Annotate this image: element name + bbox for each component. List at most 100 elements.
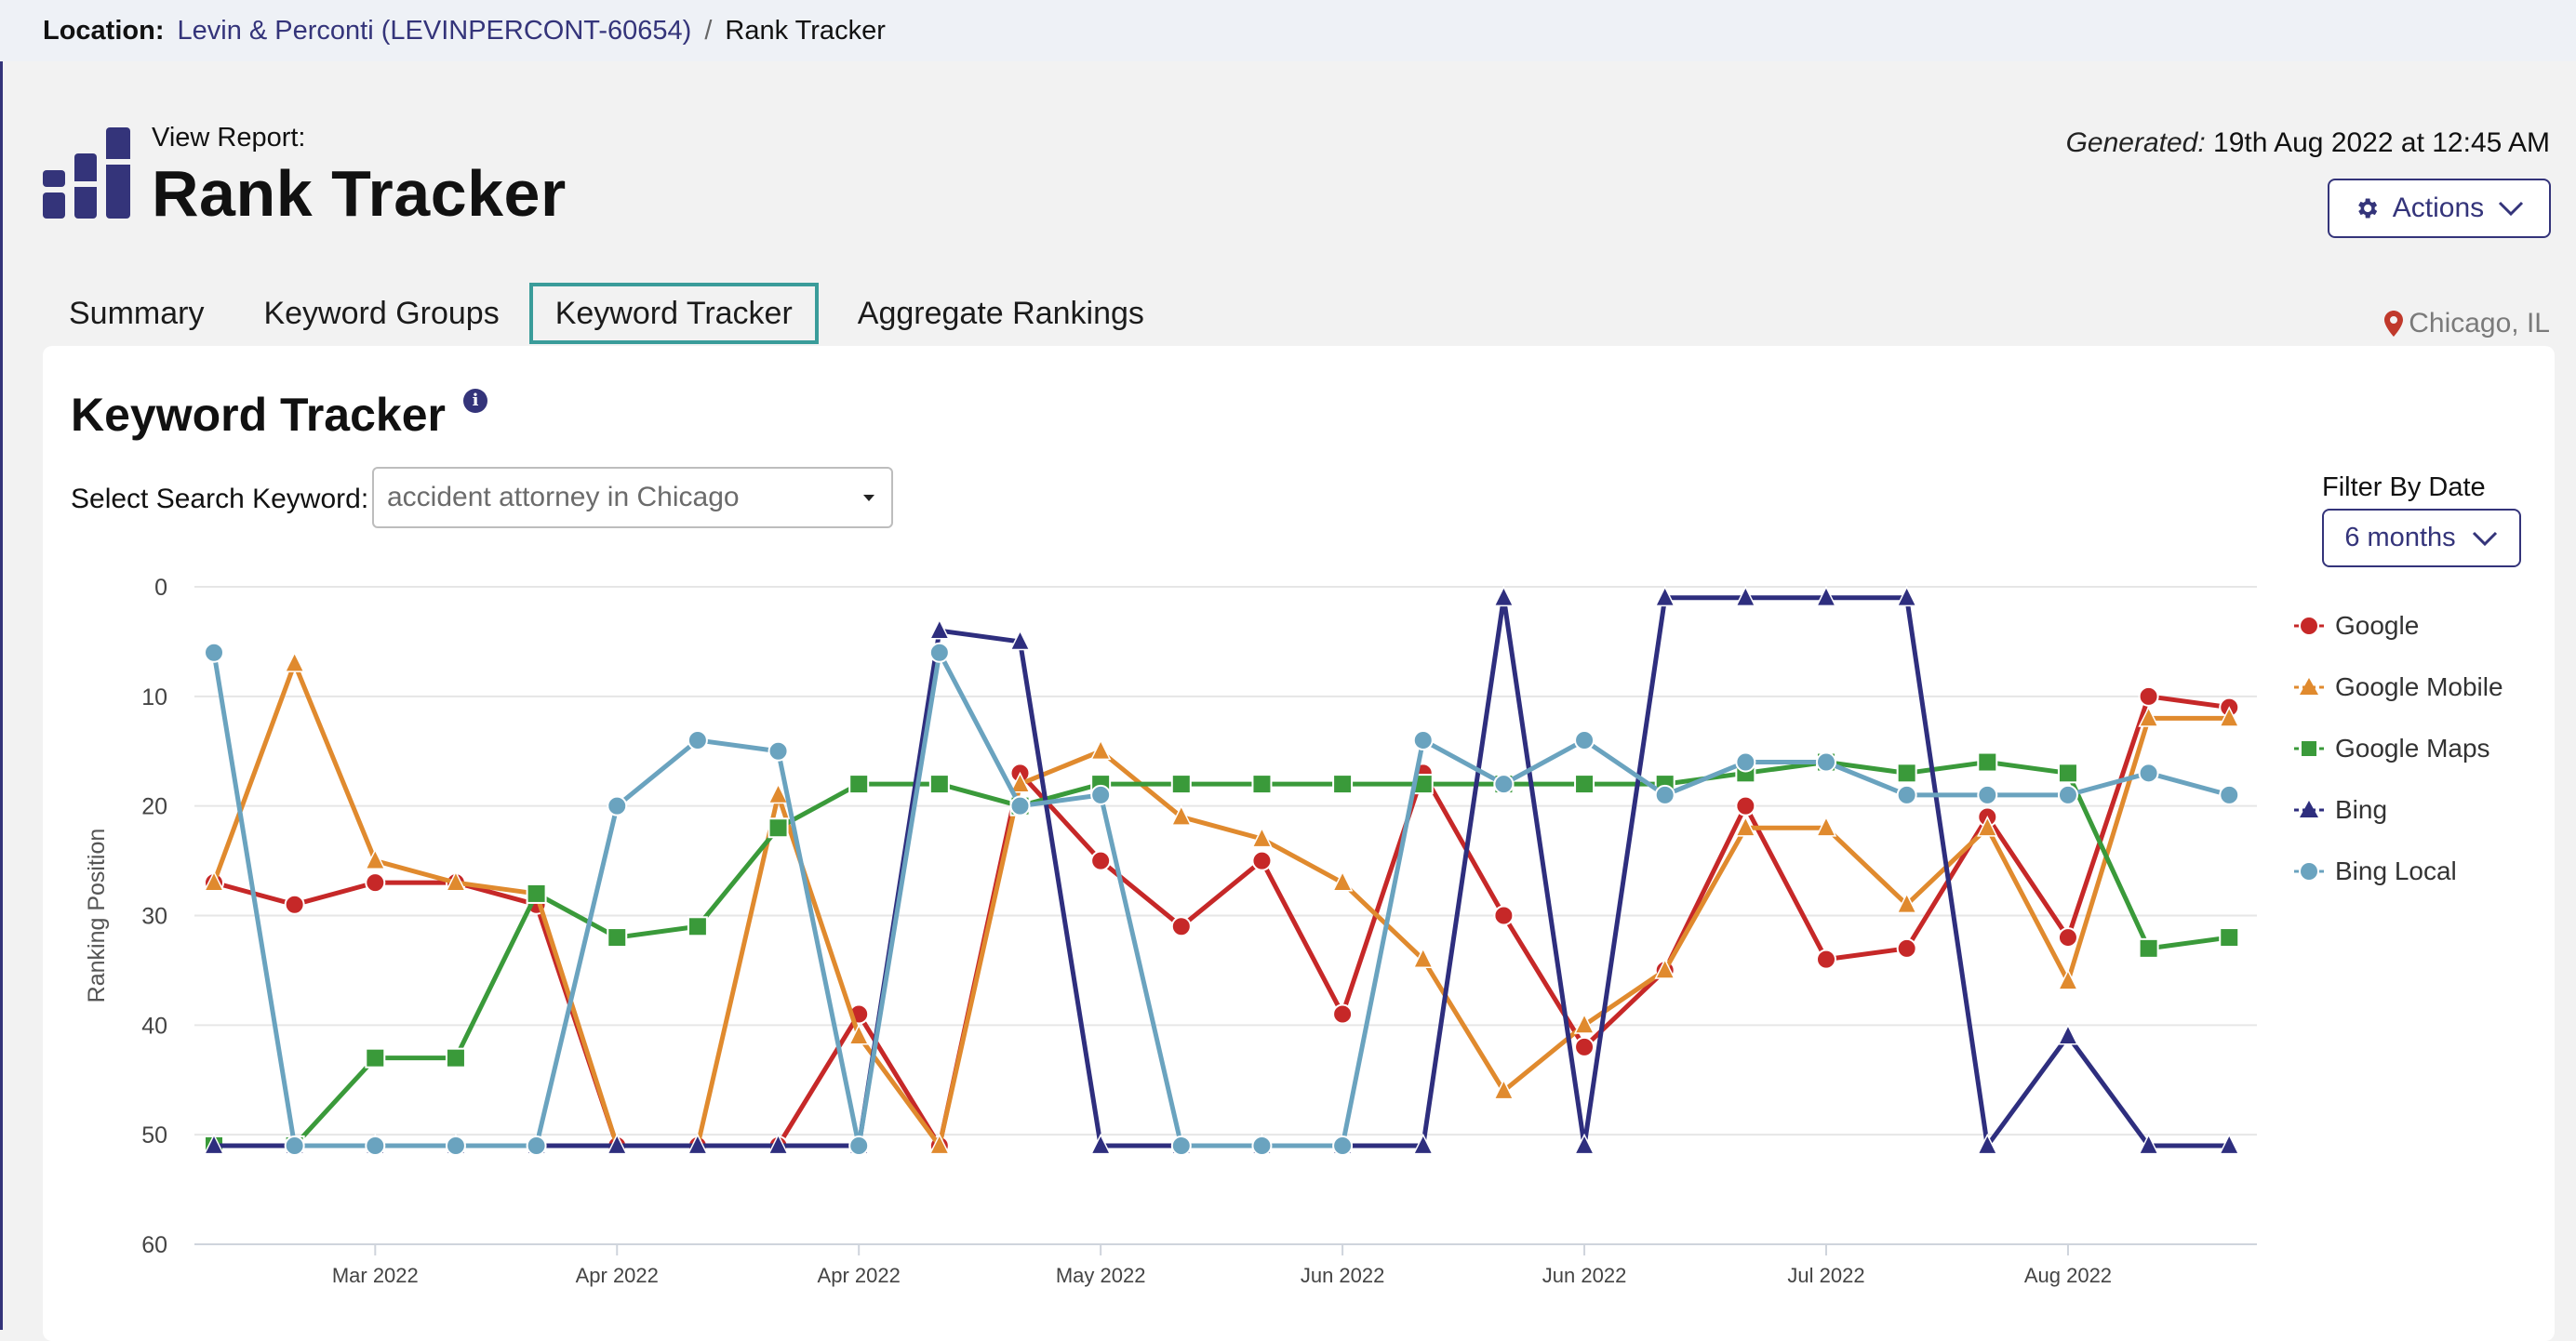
caret-down-icon	[863, 495, 874, 501]
generated-timestamp: Generated: 19th Aug 2022 at 12:45 AM	[2066, 127, 2550, 159]
google-maps-point	[1977, 751, 1998, 773]
tab-keyword-tracker[interactable]: Keyword Tracker	[528, 283, 819, 344]
generated-label: Generated:	[2065, 127, 2206, 158]
bing-local-point	[1009, 795, 1031, 817]
legend-label: Bing	[2335, 795, 2388, 824]
bing-point	[1815, 585, 1837, 607]
x-tick-label: May 2022	[1056, 1264, 1146, 1287]
google-point	[2138, 685, 2159, 707]
date-range-select[interactable]: 6 months	[2322, 509, 2521, 567]
google-maps-point	[1574, 774, 1595, 795]
google-mobile-point	[2057, 969, 2079, 990]
bing-local-point	[365, 1135, 386, 1156]
keyword-select-label: Select Search Keyword:	[71, 484, 369, 514]
google-mobile-point	[1735, 816, 1756, 837]
city-indicator: Chicago, IL	[2384, 308, 2550, 339]
bing-local-point	[1574, 729, 1595, 750]
info-icon[interactable]: i	[463, 389, 487, 413]
google-point	[1090, 850, 1112, 871]
legend-item-bing-local[interactable]: Bing Local	[2292, 841, 2503, 902]
bing-point	[1654, 585, 1675, 607]
legend-label: Google Maps	[2335, 734, 2490, 763]
legend-label: Google	[2335, 611, 2420, 640]
google-point	[1332, 1003, 1354, 1025]
bing-point	[1896, 585, 1917, 607]
chevron-down-icon	[2472, 531, 2497, 546]
legend-item-google[interactable]: Google	[2292, 595, 2503, 657]
bing-point	[1735, 585, 1756, 607]
google-series-line	[213, 694, 2230, 1148]
google-maps-point	[2138, 937, 2159, 959]
bing-point	[2138, 1133, 2159, 1155]
google-mobile-point	[928, 1133, 951, 1155]
google-point	[2057, 927, 2078, 949]
google-maps-point	[2219, 927, 2240, 949]
bing-local-point	[928, 642, 950, 663]
google-mobile-point	[1573, 1013, 1595, 1034]
gear-icon	[2357, 198, 2377, 219]
chart-legend: Google Google Mobile Google Maps Bing Bing L…	[2292, 595, 2503, 902]
bing-point	[928, 617, 951, 640]
tab-keyword-groups[interactable]: Keyword Groups	[263, 296, 500, 331]
x-tick-label: Jul 2022	[1787, 1264, 1864, 1287]
bing-local-point	[526, 1135, 547, 1156]
bing-point	[607, 1133, 628, 1155]
bing-point	[1493, 585, 1515, 607]
generated-value: 19th Aug 2022 at 12:45 AM	[2213, 127, 2550, 158]
google-mobile-point	[1654, 958, 1675, 979]
bing-point	[1412, 1133, 1434, 1155]
report-tabs: Summary Keyword Groups Keyword Tracker A…	[39, 281, 1174, 346]
bing-local-point	[204, 642, 224, 663]
y-tick-label: 60	[141, 1232, 167, 1258]
bing-local-point	[1654, 784, 1675, 805]
location-label: Location:	[43, 15, 165, 46]
y-axis-label: Ranking Position	[84, 829, 110, 1003]
google-point	[1896, 937, 1917, 959]
legend-swatch	[2294, 617, 2324, 634]
tab-aggregate-rankings[interactable]: Aggregate Rankings	[857, 296, 1144, 331]
google-mobile-point	[2219, 706, 2240, 727]
bing-local-point	[607, 795, 628, 817]
bing-local-point	[2219, 784, 2240, 805]
bing-local-point	[1332, 1135, 1354, 1156]
legend-item-google-mobile[interactable]: Google Mobile	[2292, 657, 2503, 718]
google-maps-point	[767, 817, 789, 839]
filter-by-date-label: Filter By Date	[2322, 472, 2486, 502]
bing-local-point	[767, 740, 789, 762]
legend-item-google-maps[interactable]: Google Maps	[2292, 718, 2503, 779]
google-mobile-point	[1331, 870, 1354, 892]
bing-local-point	[1896, 784, 1917, 805]
bing-point	[2219, 1133, 2240, 1155]
bing-local-point	[1977, 784, 1998, 805]
keyword-tracker-panel: Keyword Tracker i Select Search Keyword:…	[43, 346, 2555, 1341]
bing-point	[1977, 1133, 1998, 1155]
bing-local-point	[1735, 751, 1756, 773]
actions-label: Actions	[2392, 193, 2485, 223]
y-tick-label: 40	[141, 1013, 167, 1039]
google-maps-point	[928, 774, 950, 795]
tab-summary[interactable]: Summary	[69, 296, 205, 331]
x-tick-label: Apr 2022	[818, 1264, 901, 1287]
location-link[interactable]: Levin & Perconti (LEVINPERCONT-60654)	[177, 15, 692, 46]
google-mobile-point	[848, 1023, 870, 1045]
bing-local-series-line	[211, 650, 2230, 1148]
google-mobile-point	[1009, 771, 1031, 793]
google-point	[1493, 905, 1515, 926]
google-maps-point	[848, 774, 870, 795]
google-maps-point	[526, 883, 547, 904]
google-maps-point	[1332, 774, 1354, 795]
google-mobile-point	[1251, 826, 1273, 848]
panel-title: Keyword Tracker	[71, 389, 446, 441]
date-range-value: 6 months	[2344, 523, 2456, 552]
google-maps-point	[607, 927, 628, 949]
google-point	[284, 894, 305, 915]
google-mobile-point	[767, 782, 789, 804]
bing-point	[687, 1133, 709, 1155]
google-mobile-series-line	[211, 660, 2230, 1148]
bing-local-point	[284, 1135, 305, 1156]
legend-label: Bing Local	[2335, 856, 2457, 885]
actions-button[interactable]: Actions	[2328, 179, 2551, 238]
bing-local-point	[2057, 784, 2078, 805]
legend-item-bing[interactable]: Bing	[2292, 779, 2503, 841]
keyword-select[interactable]: accident attorney in Chicago	[372, 467, 893, 528]
